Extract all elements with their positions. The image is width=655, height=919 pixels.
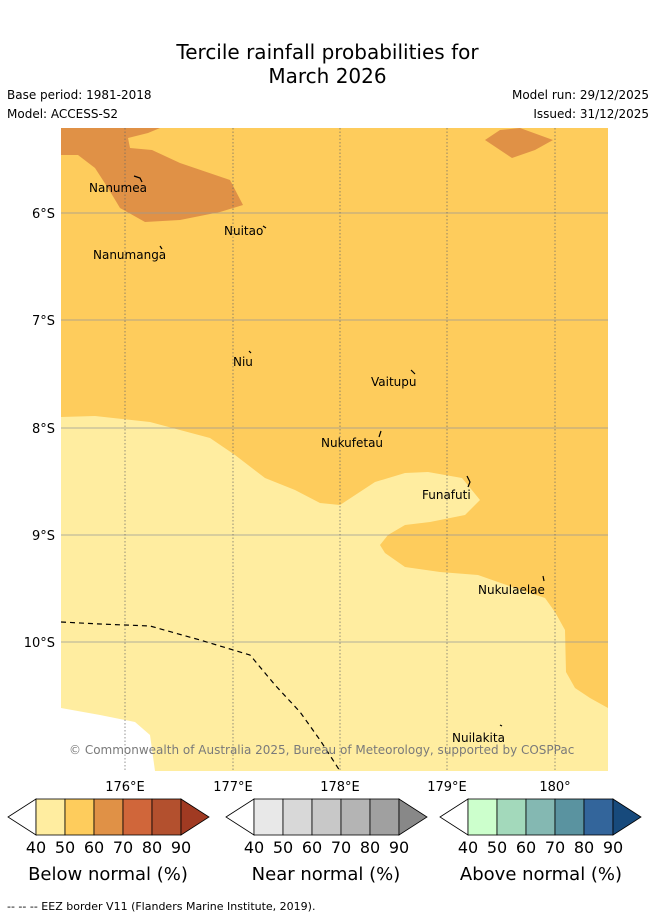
colorbar-tick-label: 50 <box>487 838 507 857</box>
lon-labels: 176°E 177°E 178°E 179°E 180° <box>105 780 570 795</box>
title-line-2: March 2026 <box>268 64 387 88</box>
eez-border <box>61 621 341 771</box>
eez-legend-footer: -- -- -- EEZ border V11 (Flanders Marine… <box>7 900 316 913</box>
map-panel: Nanumea Nuitao Nanumanga Niu Vaitupu Nuk… <box>61 128 608 771</box>
colorbar-segment <box>282 798 313 836</box>
colorbar-tick-label: 70 <box>545 838 565 857</box>
lon-gridlines <box>124 128 556 771</box>
map-title: Tercile rainfall probabilities for March… <box>0 40 655 88</box>
island-label-nanumanga: Nanumanga <box>93 248 166 262</box>
colorbar-segment <box>340 798 371 836</box>
colorbar-tick-label: 40 <box>26 838 46 857</box>
island-shapes <box>133 175 545 727</box>
lon-label-179e: 179°E <box>427 780 467 795</box>
colorbar-tick-label: 90 <box>603 838 623 857</box>
colorbar-tick-label: 60 <box>516 838 536 857</box>
lat-labels: 6°S 7°S 8°S 9°S 10°S <box>24 207 55 651</box>
colorbar-title-below: Below normal (%) <box>28 864 188 885</box>
colorbar-arrow-high <box>398 798 428 836</box>
lon-label-177e: 177°E <box>213 780 253 795</box>
island-label-nukulaelae: Nukulaelae <box>478 583 545 597</box>
colorbar-tick-label: 50 <box>273 838 293 857</box>
colorbar-segment <box>93 798 124 836</box>
island-label-nanumea: Nanumea <box>89 181 147 195</box>
colorbar-segment <box>583 798 614 836</box>
colorbar-above-normal: 40 50 60 70 80 90 <box>439 798 642 857</box>
colorbar-segment <box>311 798 342 836</box>
colorbar-arrow-low <box>225 798 255 836</box>
colorbar-segment <box>496 798 527 836</box>
lon-label-176e: 176°E <box>105 780 145 795</box>
colorbar-tick-label: 80 <box>574 838 594 857</box>
colorbar-segment <box>369 798 400 836</box>
lat-label-6s: 6°S <box>32 207 55 222</box>
colorbar-segment <box>151 798 182 836</box>
colorbar-tick-label: 50 <box>55 838 75 857</box>
lon-label-178e: 178°E <box>320 780 360 795</box>
lat-label-9s: 9°S <box>32 529 55 544</box>
colorbar-tick-label: 70 <box>331 838 351 857</box>
colorbar-arrow-low <box>7 798 37 836</box>
lat-label-7s: 7°S <box>32 314 55 329</box>
island-label-nuitao: Nuitao <box>224 224 263 238</box>
colorbar-arrow-high <box>612 798 642 836</box>
model-run: Model run: 29/12/2025 <box>511 88 649 102</box>
colorbar-segment <box>554 798 585 836</box>
issued-date: Issued: 31/12/2025 <box>533 107 649 121</box>
colorbar-tick-label: 40 <box>244 838 264 857</box>
colorbar-tick-label: 80 <box>360 838 380 857</box>
colorbar-title-near: Near normal (%) <box>251 864 401 885</box>
island-label-nukufetau: Nukufetau <box>321 436 383 450</box>
colorbar-tick-label: 70 <box>113 838 133 857</box>
island-label-nuilakita: Nuilakita <box>452 731 505 745</box>
lat-label-8s: 8°S <box>32 422 55 437</box>
colorbar-below-normal: 40 50 60 70 80 90 <box>7 798 210 857</box>
colorbar-segment <box>467 798 498 836</box>
title-line-1: Tercile rainfall probabilities for <box>176 40 479 64</box>
colorbar-segment <box>35 798 66 836</box>
colorbar-segment <box>525 798 556 836</box>
region-below-60-70-north <box>61 128 243 222</box>
colorbar-arrow-high <box>180 798 210 836</box>
base-period: Base period: 1981-2018 <box>7 88 152 102</box>
region-below-60-70-northeast <box>485 128 553 158</box>
island-label-funafuti: Funafuti <box>422 488 471 502</box>
colorbar-tick-label: 40 <box>458 838 478 857</box>
model-name: Model: ACCESS-S2 <box>7 107 119 121</box>
lon-label-180: 180° <box>539 780 570 795</box>
lat-label-10s: 10°S <box>24 636 55 651</box>
island-label-vaitupu: Vaitupu <box>371 375 417 389</box>
colorbar-tick-label: 60 <box>84 838 104 857</box>
colorbar-segment <box>64 798 95 836</box>
colorbar-tick-label: 90 <box>389 838 409 857</box>
island-label-niu: Niu <box>233 355 253 369</box>
colorbar-tick-label: 60 <box>302 838 322 857</box>
colorbar-segment <box>122 798 153 836</box>
colorbar-near-normal: 40 50 60 70 80 90 <box>225 798 428 857</box>
copyright-notice: © Commonwealth of Australia 2025, Bureau… <box>69 743 574 757</box>
region-below-40-50 <box>61 416 608 771</box>
lat-gridlines <box>61 212 608 643</box>
colorbar-arrow-low <box>439 798 469 836</box>
colorbar-tick-label: 80 <box>142 838 162 857</box>
white-patch <box>61 708 155 771</box>
colorbar-title-above: Above normal (%) <box>459 864 623 885</box>
colorbar-segment <box>253 798 284 836</box>
colorbar-tick-label: 90 <box>171 838 191 857</box>
